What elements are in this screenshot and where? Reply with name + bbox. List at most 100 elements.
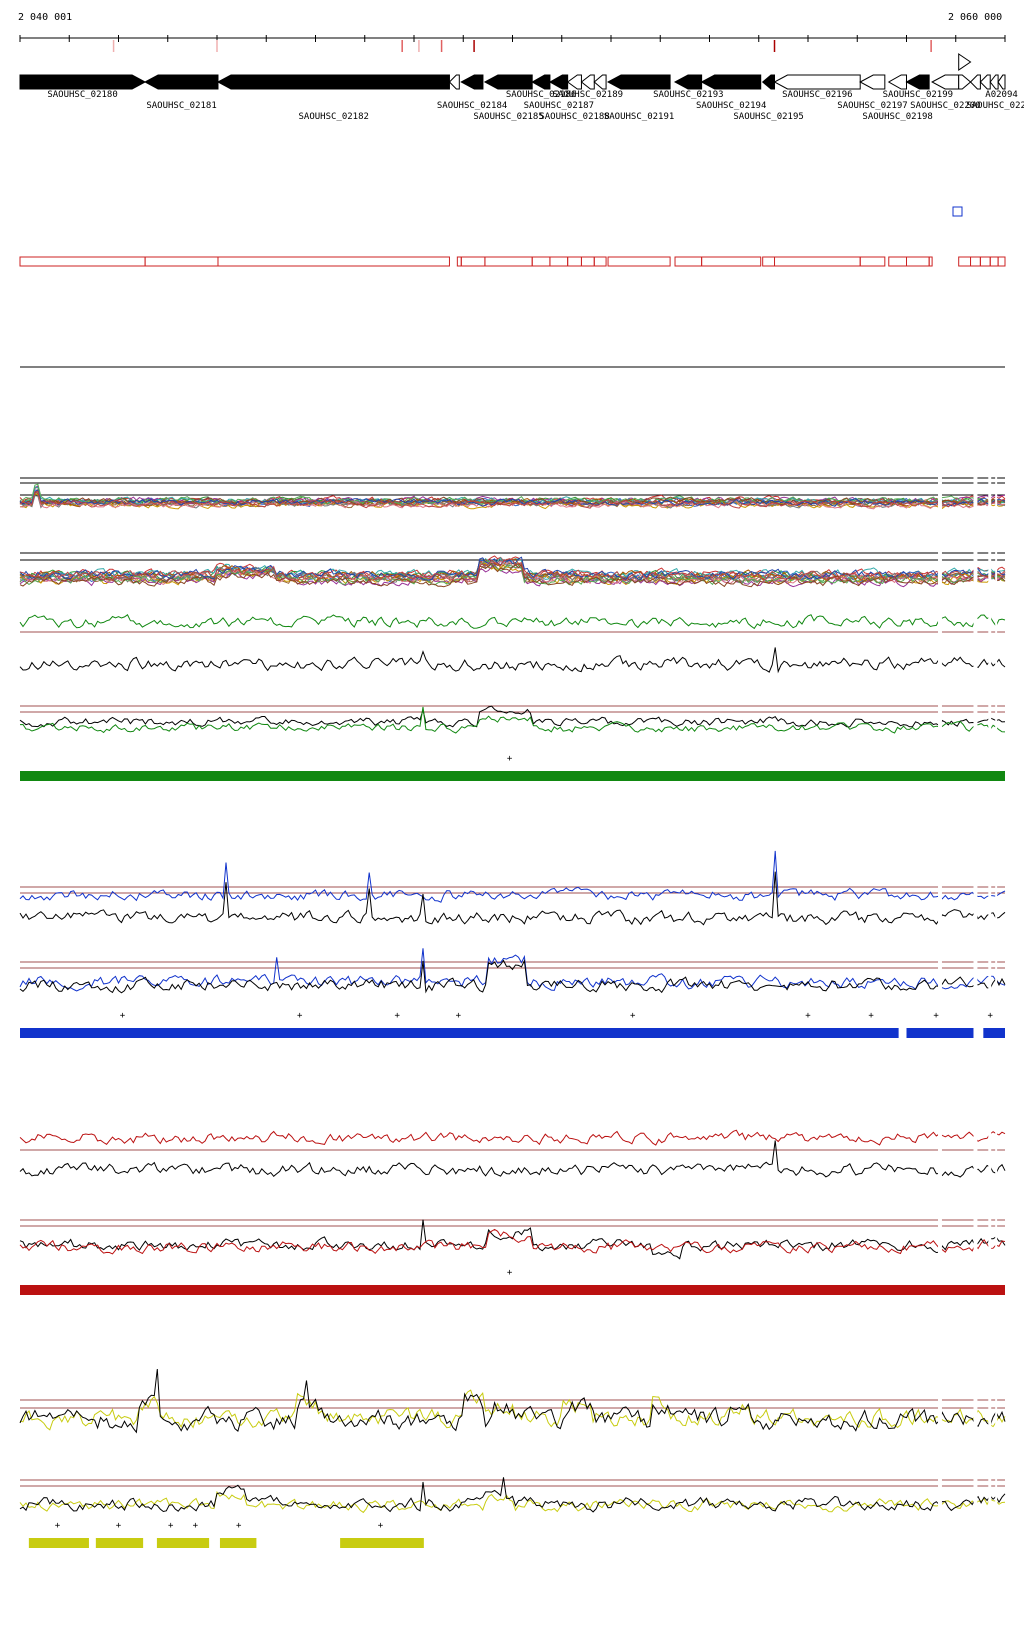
- gap-mask: [938, 1385, 942, 1530]
- gene-arrow: [931, 74, 960, 90]
- yellow-segment: [156, 1538, 210, 1548]
- plus-marker: +: [55, 1521, 61, 1531]
- cds-outline-track: [19, 256, 1006, 267]
- gene-arrow: [566, 74, 582, 90]
- gene-label: SAOUHSC_02188: [539, 112, 609, 122]
- gene-label: SAOUHSC_02197: [837, 101, 907, 111]
- plus-marker: +: [236, 1521, 242, 1531]
- cds-box: [989, 256, 999, 267]
- plus-marker: +: [933, 1011, 939, 1021]
- gap-mask: [988, 860, 992, 1010]
- gene-label: SAOUHSC_02187: [524, 101, 594, 111]
- gene-arrow: [958, 74, 972, 90]
- sample-line: [19, 490, 1006, 509]
- gene-arrow: [700, 74, 762, 90]
- gap-mask: [973, 470, 978, 515]
- cds-box: [774, 256, 861, 267]
- blue-signal: [19, 850, 1006, 903]
- black-signal: [19, 1219, 1006, 1260]
- gene-arrow: [548, 74, 569, 90]
- gene-arrow: [19, 74, 147, 90]
- red-signal: [19, 1129, 1006, 1146]
- green-signal: [19, 614, 1006, 630]
- gap-mask: [938, 470, 942, 515]
- gene-label: A02094: [985, 90, 1018, 100]
- gene-arrow: [905, 74, 930, 90]
- gene-arrow: [606, 74, 671, 90]
- gap-mask: [995, 615, 998, 740]
- gene-arrow: [997, 74, 1006, 90]
- cds-box: [549, 256, 569, 267]
- sample-line: [19, 559, 1006, 584]
- plus-marker: +: [395, 1011, 401, 1021]
- gene-label: SAOUHSC_02195: [733, 112, 803, 122]
- cds-box: [144, 256, 219, 267]
- plus-marker: +: [630, 1011, 636, 1021]
- selection-marker: [952, 206, 963, 217]
- gene-label: SAOUHSC_02185: [473, 112, 543, 122]
- plus-marker: +: [168, 1521, 174, 1531]
- cds-box: [906, 256, 930, 267]
- gene-annotation-track: SAOUHSC_02180 SAOUHSC_02181 SAOUHSC_02182 S…: [19, 53, 1024, 217]
- cds-box: [580, 256, 595, 267]
- cds-box: [607, 256, 671, 267]
- cds-box: [217, 256, 450, 267]
- black-signal: [19, 1368, 1006, 1434]
- plus-marker: +: [805, 1011, 811, 1021]
- gap-mask: [938, 1120, 942, 1270]
- gap-mask: [973, 1385, 978, 1530]
- gene-label: SAOUHSC_02203: [966, 101, 1024, 111]
- green-segment: [20, 771, 1005, 781]
- coordinate-ruler: [19, 35, 1006, 52]
- cds-box: [484, 256, 533, 267]
- plus-marker: +: [988, 1011, 994, 1021]
- cds-box: [567, 256, 582, 267]
- expression-tracks: + + + + + + + + + + + + + + + + +: [19, 470, 1006, 1548]
- gap-mask: [995, 860, 998, 1010]
- green-segment-track: +: [20, 754, 1005, 781]
- sample-line: [19, 491, 1006, 506]
- cds-box: [928, 256, 933, 267]
- ruler-start-label: 2 040 001: [18, 12, 73, 23]
- gene-label: SAOUHSC_02193: [653, 90, 723, 100]
- red-signal: [19, 1228, 1006, 1255]
- cds-box: [979, 256, 991, 267]
- cds-box: [674, 256, 703, 267]
- yellow-signal: [19, 1389, 1006, 1431]
- multi-sample-panel-2: [19, 545, 1006, 595]
- gap-mask: [988, 615, 992, 740]
- plus-marker: +: [193, 1521, 199, 1531]
- gene-label: SAOUHSC_02189: [553, 90, 623, 100]
- yellow-segment: [219, 1538, 257, 1548]
- gene-arrow: [580, 74, 595, 90]
- cds-box: [531, 256, 551, 267]
- plus-marker: +: [378, 1521, 384, 1531]
- gap-mask: [973, 860, 978, 1010]
- cds-box: [762, 256, 776, 267]
- gene-arrow: [887, 74, 907, 90]
- plus-marker: +: [297, 1011, 303, 1021]
- ruler-end-label: 2 060 000: [948, 12, 1003, 23]
- black-signal: [19, 647, 1006, 674]
- sample-line: [19, 558, 1006, 582]
- yellow-segment-track: + + + + + +: [28, 1521, 424, 1548]
- gap-mask: [988, 470, 992, 515]
- plus-marker: +: [868, 1011, 874, 1021]
- cds-box: [701, 256, 762, 267]
- gene-arrow: [979, 74, 991, 90]
- gap-mask: [995, 470, 998, 515]
- blue-segment-track: + + + + + + + + +: [20, 1011, 1005, 1038]
- gene-arrow: [448, 74, 460, 90]
- gene-arrow: [969, 74, 981, 90]
- gap-mask: [995, 1385, 998, 1530]
- plus-marker: +: [116, 1521, 122, 1531]
- gap-mask: [988, 545, 992, 595]
- cds-box: [859, 256, 886, 267]
- gap-mask: [973, 545, 978, 595]
- yellow-segment: [95, 1538, 144, 1548]
- cds-box: [888, 256, 908, 267]
- cds-box: [456, 256, 462, 267]
- gene-label: SAOUHSC_02186: [506, 90, 576, 100]
- yellow-segment: [340, 1538, 424, 1548]
